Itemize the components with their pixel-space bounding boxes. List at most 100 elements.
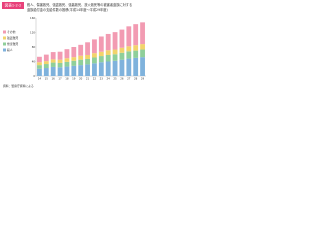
bar-segment: [140, 57, 145, 76]
chart-subtitle: 遺族給付金の支給件数の推移(平成14年度～平成29年度): [27, 7, 108, 12]
bar-segment: [78, 44, 84, 56]
bar-segment: [98, 36, 104, 52]
bar-segment: [43, 68, 49, 76]
bar-segment: [126, 58, 132, 76]
legend-swatch: [3, 36, 6, 40]
bar-segment: [64, 49, 70, 59]
bar-segment: [92, 53, 97, 58]
bar-segment: [71, 65, 77, 76]
bar-segment: [43, 64, 49, 69]
bar-segment: [92, 63, 97, 76]
x-tick-label: 21: [86, 77, 90, 81]
bar-segment: [50, 52, 56, 60]
legend-label: その他: [7, 30, 16, 34]
legend-swatch: [3, 42, 6, 46]
bar-segment: [140, 22, 145, 45]
bar-segment: [43, 54, 49, 62]
bar-segment: [112, 60, 118, 76]
bar-segment: [105, 61, 111, 76]
bar-segment: [57, 51, 63, 60]
bar-segment: [126, 46, 132, 52]
bar-segment: [98, 62, 104, 76]
bar-segment: [105, 54, 111, 62]
bar-segment: [133, 24, 139, 46]
bar-segment: [112, 54, 118, 61]
x-tick-label: 26: [120, 77, 124, 81]
bar-segment: [85, 42, 90, 55]
y-tick-label: 160: [30, 16, 35, 20]
bar-segment: [140, 49, 145, 58]
bar-segment: [64, 61, 70, 67]
bar-segment: [37, 56, 42, 63]
bar-segment: [64, 66, 70, 76]
y-tick-label: 40: [32, 60, 36, 64]
legend-label: 強盗致死: [7, 36, 18, 40]
bar-segment: [37, 65, 42, 69]
note: 資料：警察庁資料による: [3, 84, 34, 88]
legend-label: 傷害致死: [7, 42, 18, 46]
x-tick-label: 19: [72, 77, 76, 81]
label-box: [2, 2, 24, 9]
bar-segment: [119, 59, 125, 76]
x-tick-label: 20: [79, 77, 83, 81]
bar-segment: [105, 33, 111, 51]
bar-segment: [133, 50, 139, 58]
x-tick-label: 29: [141, 77, 145, 81]
x-tick-label: 22: [93, 77, 97, 81]
y-tick-label: 80: [32, 45, 36, 49]
bar-segment: [140, 44, 145, 50]
bar-segment: [57, 62, 63, 68]
chart: 図表1-2-2 殺人、傷害致死、強盗致死、強姦致死、放火致死等の被害者遺族に対す…: [2, 2, 146, 88]
bar-segment: [126, 51, 132, 59]
x-tick-label: 17: [58, 77, 62, 81]
x-tick-label: 14: [38, 77, 42, 81]
y-tick-label: 120: [30, 31, 35, 35]
bar-segment: [50, 59, 56, 63]
x-tick-label: 16: [52, 77, 56, 81]
legend-label: 殺人: [7, 48, 13, 52]
bar-segment: [119, 52, 125, 60]
bar-segment: [85, 64, 90, 76]
bar-segment: [85, 58, 90, 65]
bar-segment: [119, 29, 125, 48]
x-tick-label: 23: [100, 77, 104, 81]
figure-label: 図表1-2-2: [5, 3, 22, 8]
bar-segment: [133, 45, 139, 51]
x-tick-label: 15: [45, 77, 49, 81]
bar-segment: [98, 51, 104, 57]
bar-segment: [37, 68, 42, 76]
bar-segment: [50, 66, 56, 76]
bar-segment: [98, 56, 104, 63]
bar-segment: [92, 39, 97, 54]
bar-segment: [71, 60, 77, 66]
bar-segment: [50, 62, 56, 67]
bar-segment: [78, 55, 84, 60]
x-tick-label: 24: [107, 77, 111, 81]
bar-segment: [85, 54, 90, 59]
bar-segment: [112, 32, 118, 50]
bar-segment: [78, 59, 84, 66]
bar-segment: [112, 49, 118, 55]
bar-segment: [43, 61, 49, 65]
bar-segment: [64, 58, 70, 62]
bar-segment: [57, 59, 63, 63]
legend-swatch: [3, 30, 6, 34]
bar-segment: [57, 67, 63, 76]
bar-segment: [78, 65, 84, 76]
x-tick-label: 27: [127, 77, 131, 81]
bar-segment: [133, 57, 139, 76]
y-tick-label: 0: [33, 74, 35, 78]
legend-swatch: [3, 48, 6, 52]
bar-segment: [119, 47, 125, 53]
bar-segment: [126, 26, 132, 47]
x-tick-label: 28: [134, 77, 138, 81]
bar-segment: [37, 62, 42, 66]
bar-segment: [92, 57, 97, 64]
bar-segment: [71, 57, 77, 61]
x-tick-label: 25: [113, 77, 117, 81]
bar-segment: [105, 50, 111, 55]
chart-title: 殺人、傷害致死、強盗致死、強姦致死、放火致死等の被害者遺族に対する: [27, 2, 132, 7]
page: 図表1-2-2 殺人、傷害致死、強盗致死、強姦致死、放火致死等の被害者遺族に対す…: [0, 0, 150, 91]
bar-segment: [71, 47, 77, 58]
x-tick-label: 18: [65, 77, 69, 81]
